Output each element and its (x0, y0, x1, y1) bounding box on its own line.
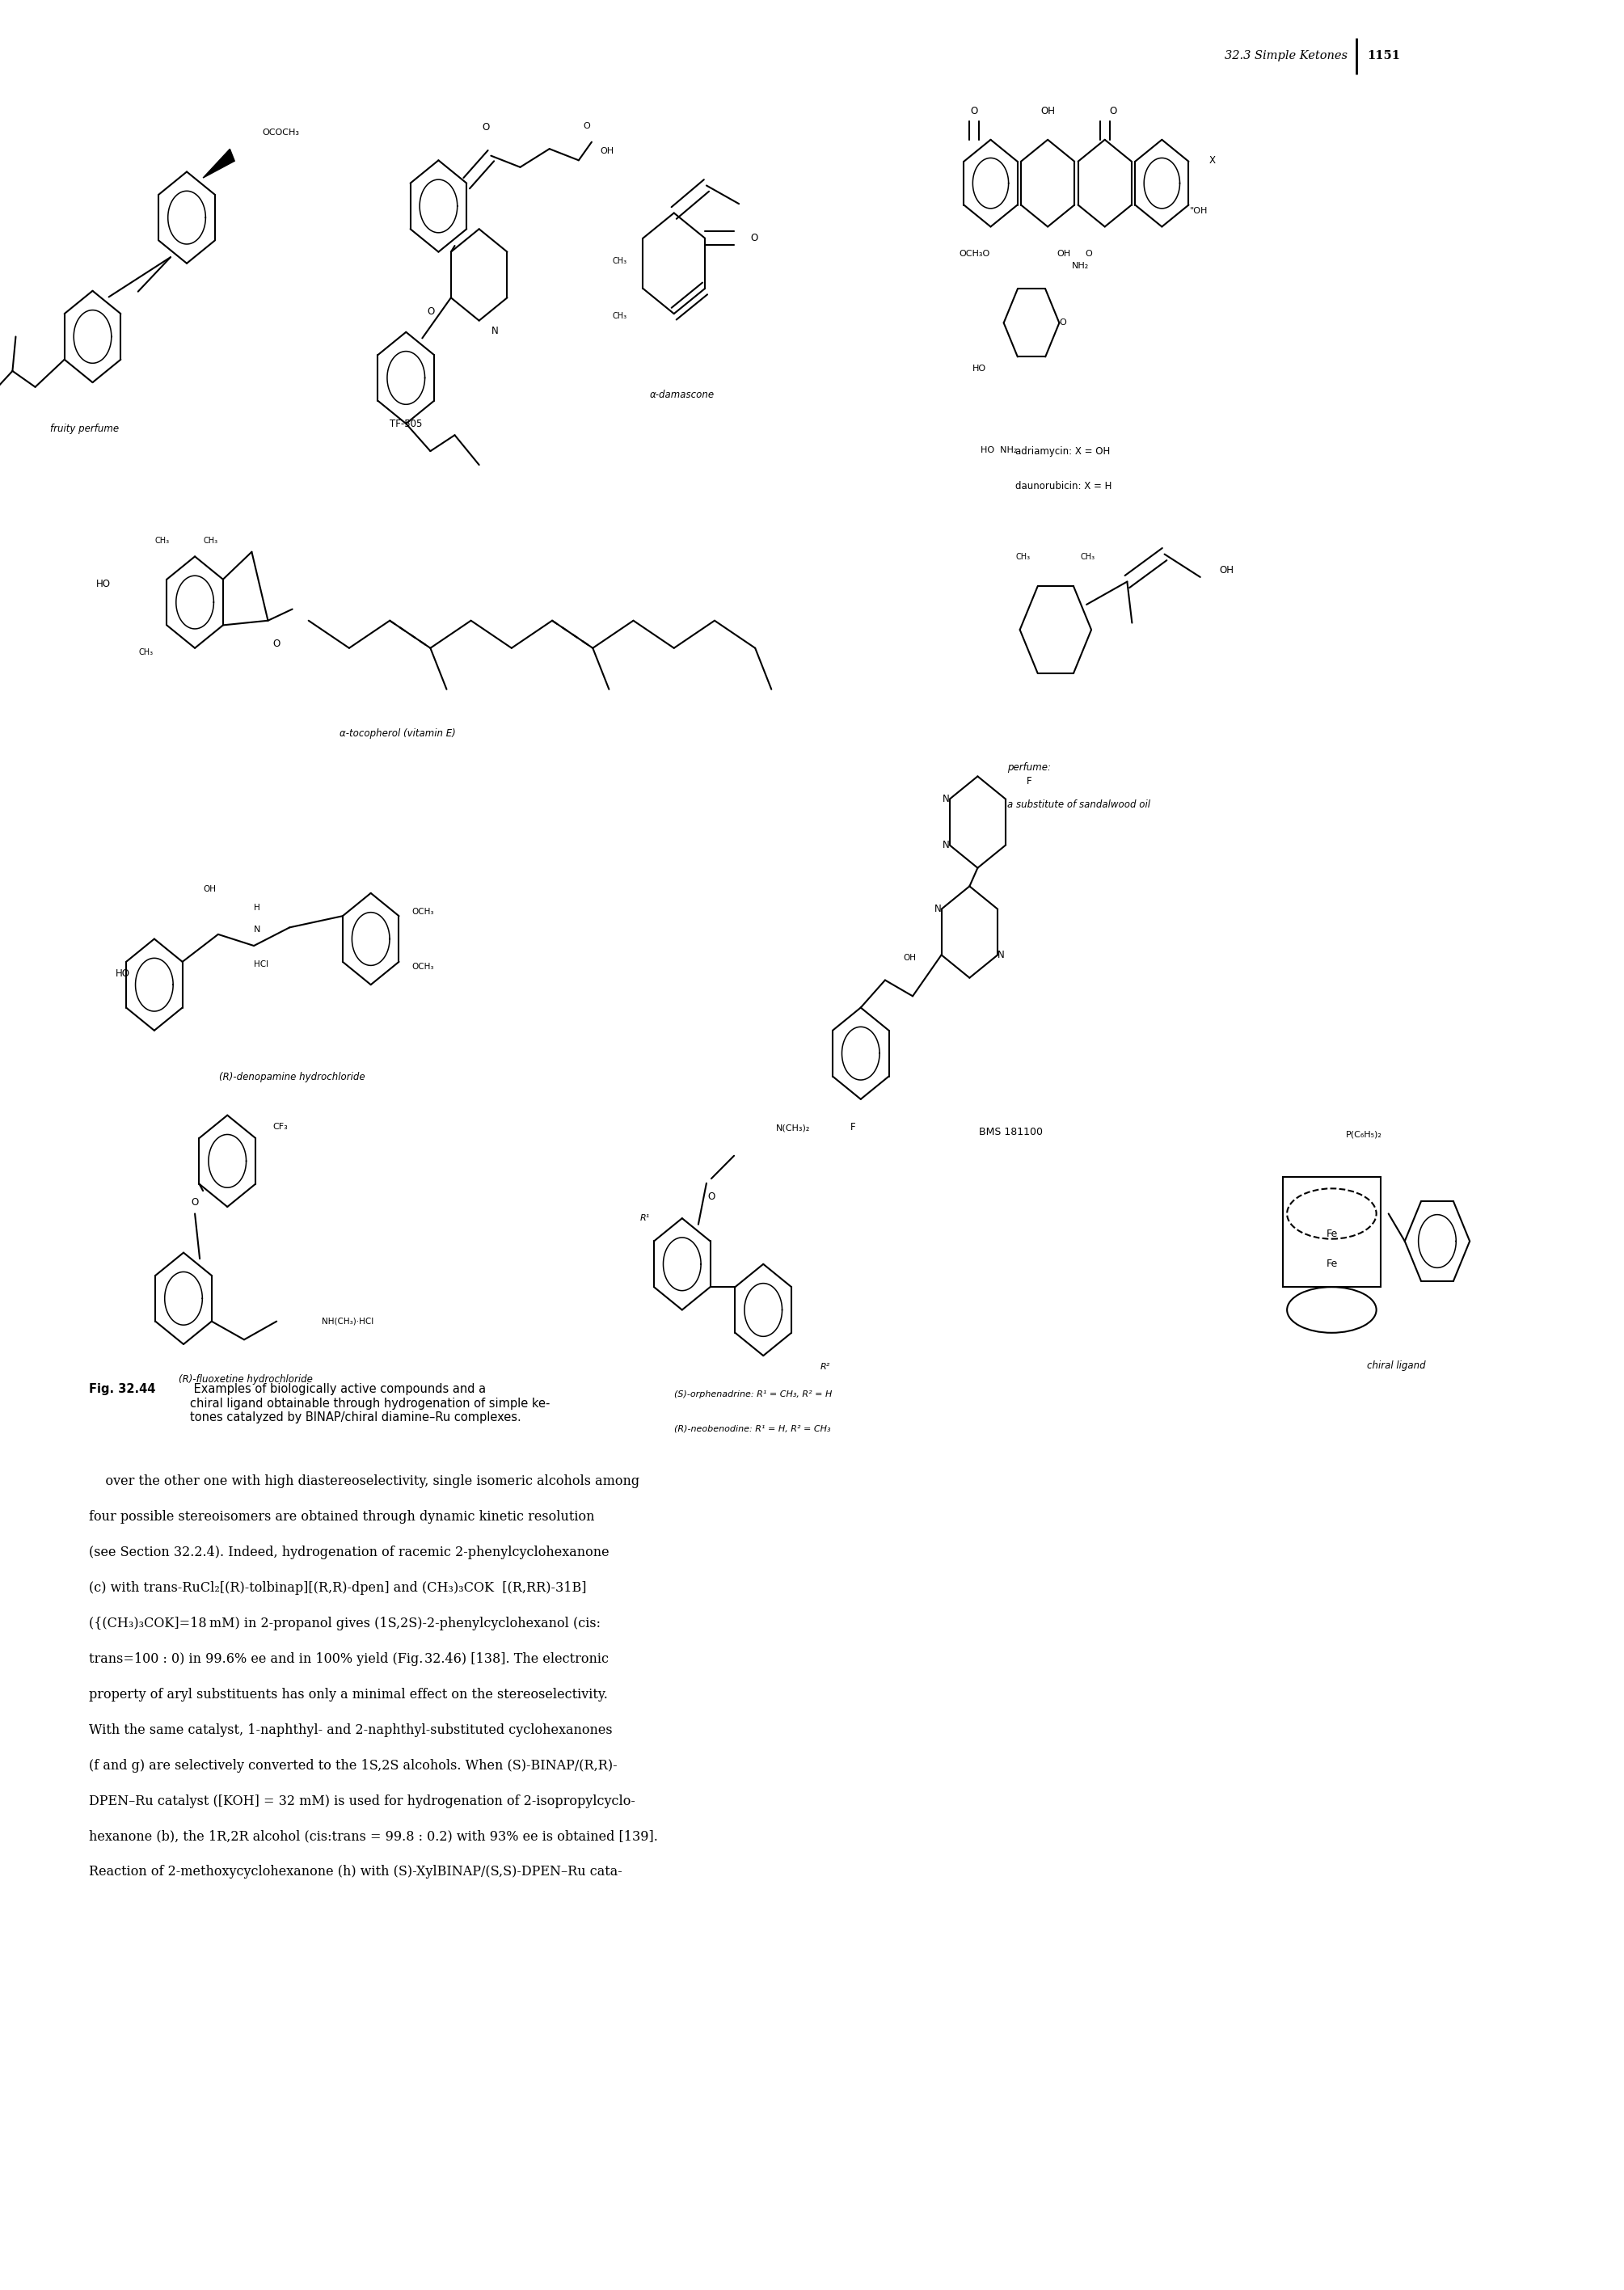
Text: H: H (253, 902, 260, 911)
Text: hexanone (b), the 1R,2R alcohol (cis:trans = 99.8 : 0.2) with 93% ee is obtained: hexanone (b), the 1R,2R alcohol (cis:tra… (89, 1830, 658, 1843)
Text: O: O (750, 234, 758, 243)
Text: ({(CH₃)₃COK]=18 mM) in 2-propanol gives (1S,2S)-2-phenylcyclohexanol (cis:: ({(CH₃)₃COK]=18 mM) in 2-propanol gives … (89, 1617, 601, 1630)
Text: Fig. 32.44: Fig. 32.44 (89, 1383, 156, 1395)
Text: HO  NH₂: HO NH₂ (981, 447, 1017, 456)
Text: (R)-fluoxetine hydrochloride: (R)-fluoxetine hydrochloride (179, 1374, 313, 1385)
Text: trans=100 : 0) in 99.6% ee and in 100% yield (Fig. 32.46) [138]. The electronic: trans=100 : 0) in 99.6% ee and in 100% y… (89, 1653, 609, 1667)
Text: HO: HO (96, 579, 110, 589)
Text: CH₃: CH₃ (138, 648, 154, 657)
Text: 32.3 Simple Ketones: 32.3 Simple Ketones (1224, 50, 1348, 62)
Text: OCOCH₃: OCOCH₃ (263, 128, 299, 137)
Text: HO: HO (115, 969, 130, 978)
Text: Examples of biologically active compounds and a
chiral ligand obtainable through: Examples of biologically active compound… (190, 1383, 551, 1424)
Text: OCH₃: OCH₃ (411, 962, 434, 971)
Text: (S)-orphenadrine: R¹ = CH₃, R² = H: (S)-orphenadrine: R¹ = CH₃, R² = H (674, 1390, 831, 1399)
Bar (1283, 1177, 1380, 1287)
Text: chiral ligand: chiral ligand (1367, 1360, 1426, 1372)
Text: O: O (971, 105, 978, 117)
Text: CH₃: CH₃ (203, 536, 218, 545)
Text: R¹: R¹ (640, 1214, 650, 1223)
Text: OH: OH (599, 147, 614, 156)
Text: fruity perfume: fruity perfume (50, 424, 119, 435)
Text: NH₂: NH₂ (1072, 261, 1090, 270)
Text: CH₃: CH₃ (154, 536, 171, 545)
Text: adriamycin: X = OH: adriamycin: X = OH (1015, 447, 1109, 458)
Text: TF-505: TF-505 (390, 419, 422, 431)
Text: (c) with trans-RuCl₂[(​R)-tolbinap][(​R,R)-dpen] and (CH₃)₃COK  [(​R,RR)-31B]: (c) with trans-RuCl₂[(​R)-tolbinap][(​R,… (89, 1580, 586, 1596)
Text: CH₃: CH₃ (612, 256, 627, 266)
Text: O: O (708, 1191, 715, 1202)
Text: α-tocopherol (vitamin E): α-tocopherol (vitamin E) (339, 728, 456, 740)
Text: OH: OH (903, 953, 916, 962)
Text: (R)-denopamine hydrochloride: (R)-denopamine hydrochloride (219, 1072, 365, 1083)
Text: N: N (934, 905, 942, 914)
Text: N(CH₃)₂: N(CH₃)₂ (776, 1124, 810, 1131)
Text: OCH₃O: OCH₃O (958, 250, 991, 259)
Text: property of aryl substituents has only a minimal effect on the stereoselectivity: property of aryl substituents has only a… (89, 1688, 607, 1701)
Text: R²: R² (820, 1363, 830, 1372)
Text: O: O (427, 307, 435, 316)
Text: N: N (492, 325, 499, 337)
Text: O: O (273, 639, 279, 648)
Text: over the other one with high diastereoselectivity, single isomeric alcohols amon: over the other one with high diastereose… (89, 1475, 640, 1488)
Text: N: N (253, 925, 260, 934)
Text: BMS 181100: BMS 181100 (979, 1127, 1043, 1138)
Text: O: O (192, 1198, 198, 1207)
Text: P(C₆H₅)₂: P(C₆H₅)₂ (1346, 1129, 1382, 1138)
Text: HO: HO (973, 364, 986, 373)
Text: CH₃: CH₃ (1015, 552, 1031, 561)
Text: CF₃: CF₃ (273, 1122, 287, 1131)
Text: O: O (583, 121, 590, 131)
Polygon shape (203, 149, 234, 179)
Text: DPEN–Ru catalyst ([KOH] = 32 mM) is used for hydrogenation of 2-isopropylcyclo-: DPEN–Ru catalyst ([KOH] = 32 mM) is used… (89, 1795, 635, 1809)
Text: CH₃: CH₃ (1080, 552, 1096, 561)
Text: (see Section 32.2.4). Indeed, hydrogenation of racemic 2-phenylcyclohexanone: (see Section 32.2.4). Indeed, hydrogenat… (89, 1546, 609, 1559)
Text: a substitute of sandalwood oil: a substitute of sandalwood oil (1007, 799, 1150, 811)
Text: O: O (1109, 105, 1117, 117)
Text: Reaction of 2-methoxycyclohexanone (h) with (S)-XylBINAP/(S,S)-DPEN–Ru cata-: Reaction of 2-methoxycyclohexanone (h) w… (89, 1864, 622, 1880)
Text: 1151: 1151 (1367, 50, 1400, 62)
Text: N: N (997, 950, 1005, 960)
Text: OCH₃: OCH₃ (411, 907, 434, 916)
Text: With the same catalyst, 1-naphthyl- and 2-naphthyl-substituted cyclohexanones: With the same catalyst, 1-naphthyl- and … (89, 1722, 612, 1738)
Text: NH(CH₃)·HCl: NH(CH₃)·HCl (322, 1317, 374, 1326)
Text: O: O (1059, 318, 1067, 327)
Text: (R)-neobenodine: R¹ = H, R² = CH₃: (R)-neobenodine: R¹ = H, R² = CH₃ (674, 1424, 830, 1434)
Text: daunorubicin: X = H: daunorubicin: X = H (1015, 481, 1111, 492)
Text: four possible stereoisomers are obtained through dynamic kinetic resolution: four possible stereoisomers are obtained… (89, 1511, 594, 1525)
Text: F: F (849, 1122, 856, 1134)
Text: CH₃: CH₃ (612, 311, 627, 321)
Text: O: O (482, 121, 490, 133)
Text: X: X (1208, 156, 1215, 165)
Text: N: N (942, 795, 950, 804)
Text: F: F (1026, 776, 1031, 785)
Text: OH: OH (1057, 250, 1070, 259)
Text: α-damascone: α-damascone (650, 389, 715, 401)
Text: HCl: HCl (253, 960, 268, 969)
Text: O: O (1085, 250, 1091, 259)
Text: perfume:: perfume: (1007, 763, 1051, 774)
Text: N: N (942, 840, 950, 850)
Text: OH: OH (203, 884, 216, 893)
Text: OH: OH (1041, 105, 1056, 117)
Text: Fe: Fe (1325, 1230, 1338, 1239)
Text: (f and g) are selectively converted to the 1S,2S alcohols. When (S)-BINAP/(​R,R): (f and g) are selectively converted to t… (89, 1759, 617, 1772)
Text: "OH: "OH (1189, 206, 1208, 215)
Text: OH: OH (1220, 566, 1234, 575)
Text: Fe: Fe (1325, 1260, 1338, 1269)
